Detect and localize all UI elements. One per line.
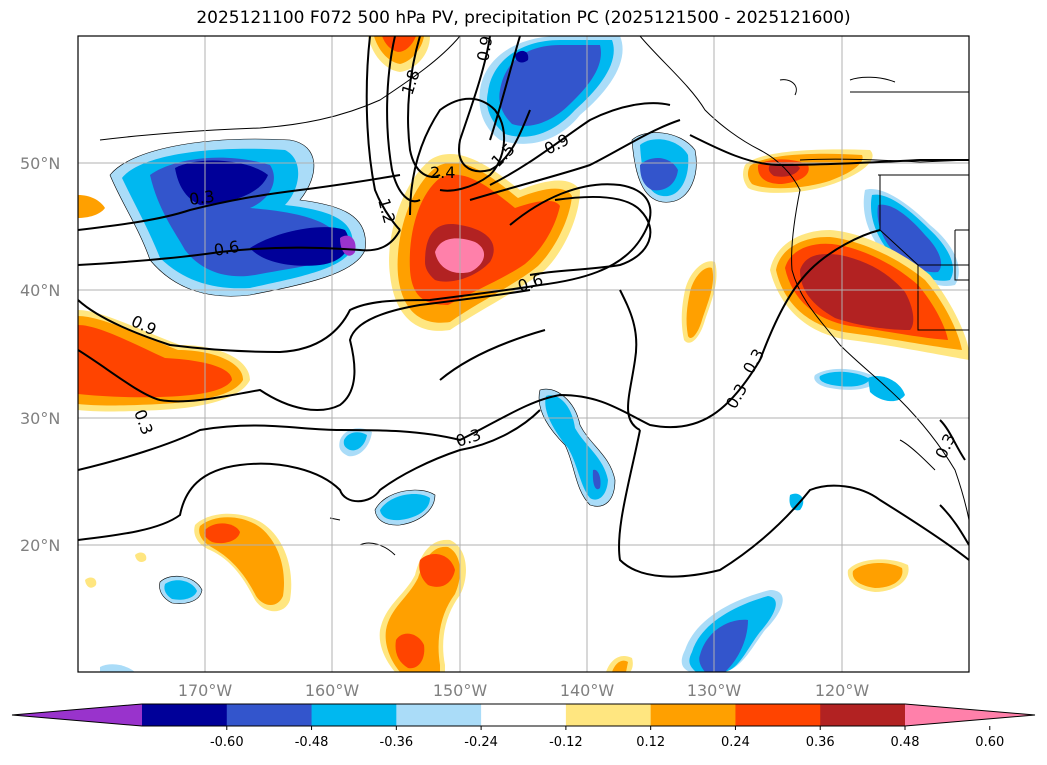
lat-label-30n: 30°N	[20, 409, 60, 428]
map-plot-area: 2.4 1.8 1.5 1.2 0.9 0.9 0.6 0.6 0.3 0.3 …	[78, 34, 969, 672]
map-title: 2025121100 F072 500 hPa PV, precipitatio…	[196, 8, 851, 28]
colorbar-tick-label: -0.12	[549, 735, 583, 750]
colorbar-tick-label: 0.12	[636, 735, 665, 750]
contour-label-top: 0.9	[473, 34, 496, 62]
lon-label-140w: 140°W	[560, 681, 615, 700]
lon-label-170w: 170°W	[178, 681, 233, 700]
contour-label-0-6-west: 0.6	[212, 237, 240, 260]
lon-label-120w: 120°W	[815, 681, 870, 700]
colorbar-segment	[481, 704, 567, 726]
colorbar-segment	[565, 704, 652, 726]
coastlines	[99, 36, 969, 556]
colorbar-segment	[226, 704, 313, 726]
colorbar-segments	[11, 703, 1036, 727]
colorbar-tick-label: 0.60	[975, 735, 1004, 750]
colorbar-segment	[396, 704, 482, 726]
colorbar-tick-label: 0.48	[891, 735, 920, 750]
latitude-labels: 50°N 40°N 30°N 20°N	[20, 154, 60, 555]
precip-shading	[78, 36, 969, 672]
colorbar-segment	[142, 704, 228, 726]
colorbar-tick-label: 0.36	[806, 735, 835, 750]
colorbar-tick-label: -0.48	[295, 735, 329, 750]
colorbar-segment	[311, 704, 397, 726]
longitude-labels: 170°W 160°W 150°W 140°W 130°W 120°W	[178, 681, 870, 700]
contour-label-2-4: 2.4	[430, 163, 455, 182]
graticule	[78, 36, 969, 672]
colorbar-outline	[11, 703, 1036, 727]
colorbar-segment	[820, 704, 906, 726]
pv-contours	[78, 36, 969, 578]
contour-label-0-3-nw: 0.3	[188, 187, 216, 209]
lat-label-50n: 50°N	[20, 154, 60, 173]
lat-label-20n: 20°N	[20, 536, 60, 555]
map-frame	[77, 35, 970, 673]
lon-label-150w: 150°W	[433, 681, 488, 700]
lat-label-40n: 40°N	[20, 281, 60, 300]
colorbar-tick-label: -0.60	[210, 735, 244, 750]
colorbar: -0.60 -0.48 -0.36 -0.24 -0.12 0.12 0.24 0.36 0.4…	[11, 703, 1036, 750]
lon-label-160w: 160°W	[305, 681, 360, 700]
colorbar-tick-label: -0.36	[380, 735, 414, 750]
colorbar-tick-label: 0.24	[721, 735, 750, 750]
lon-label-130w: 130°W	[687, 681, 742, 700]
colorbar-extend-high	[905, 704, 1035, 726]
colorbar-ticks: -0.60 -0.48 -0.36 -0.24 -0.12 0.12 0.24 0.36 0.4…	[210, 726, 1004, 750]
colorbar-extend-low	[12, 704, 142, 726]
colorbar-segment	[650, 704, 736, 726]
colorbar-tick-label: -0.24	[464, 735, 498, 750]
colorbar-segment	[735, 704, 821, 726]
